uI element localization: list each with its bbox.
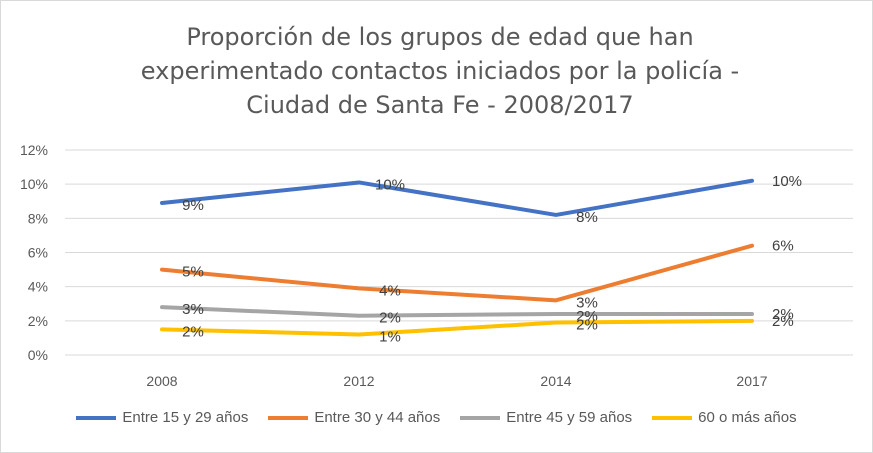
legend-item: Entre 45 y 59 años (460, 409, 632, 426)
data-label: 1% (379, 329, 401, 346)
legend-swatch (76, 415, 117, 420)
y-tick-label: 6% (28, 245, 48, 261)
data-label: 3% (576, 294, 598, 311)
data-label: 2% (576, 317, 598, 334)
chart-title: Proporción de los grupos de edad que han… (140, 23, 740, 119)
legend-label: Entre 45 y 59 años (506, 409, 633, 426)
legend-item: Entre 15 y 29 años (76, 409, 248, 426)
data-label: 2% (772, 313, 794, 330)
data-label: 4% (379, 282, 401, 299)
chart-legend: Entre 15 y 29 años Entre 30 y 44 años Entr… (0, 409, 873, 426)
data-label: 2% (379, 310, 401, 327)
series-line (160, 243, 754, 303)
x-tick-label: 2008 (146, 373, 177, 389)
x-tick-label: 2012 (343, 373, 374, 389)
y-tick-label: 0% (28, 347, 48, 363)
data-label: 2% (182, 323, 204, 340)
y-tick-label: 4% (28, 279, 48, 295)
legend-swatch (268, 415, 309, 420)
legend-item: 60 o más años (652, 409, 797, 426)
data-label: 2% (772, 306, 794, 323)
series-line (160, 178, 754, 217)
legend-item: Entre 30 y 44 años (268, 409, 440, 426)
y-tick-label: 8% (28, 210, 48, 226)
data-label: 8% (576, 209, 598, 226)
legend-swatch (652, 415, 693, 420)
legend-label: 60 o más años (698, 409, 797, 426)
y-tick-label: 10% (20, 176, 48, 192)
data-label: 6% (772, 238, 794, 255)
x-tick-label: 2014 (540, 373, 571, 389)
data-label: 9% (182, 197, 204, 214)
legend-label: Entre 30 y 44 años (314, 409, 441, 426)
data-label: 5% (182, 264, 204, 281)
y-tick-label: 2% (28, 313, 48, 329)
x-tick-label: 2017 (736, 373, 767, 389)
data-label: 3% (182, 301, 204, 318)
data-label: 10% (375, 176, 405, 193)
legend-label: Entre 15 y 29 años (122, 409, 249, 426)
y-tick-label: 12% (20, 142, 48, 158)
data-label: 10% (772, 173, 802, 190)
legend-swatch (460, 415, 501, 420)
series-line (160, 305, 754, 318)
series-line (160, 318, 754, 337)
